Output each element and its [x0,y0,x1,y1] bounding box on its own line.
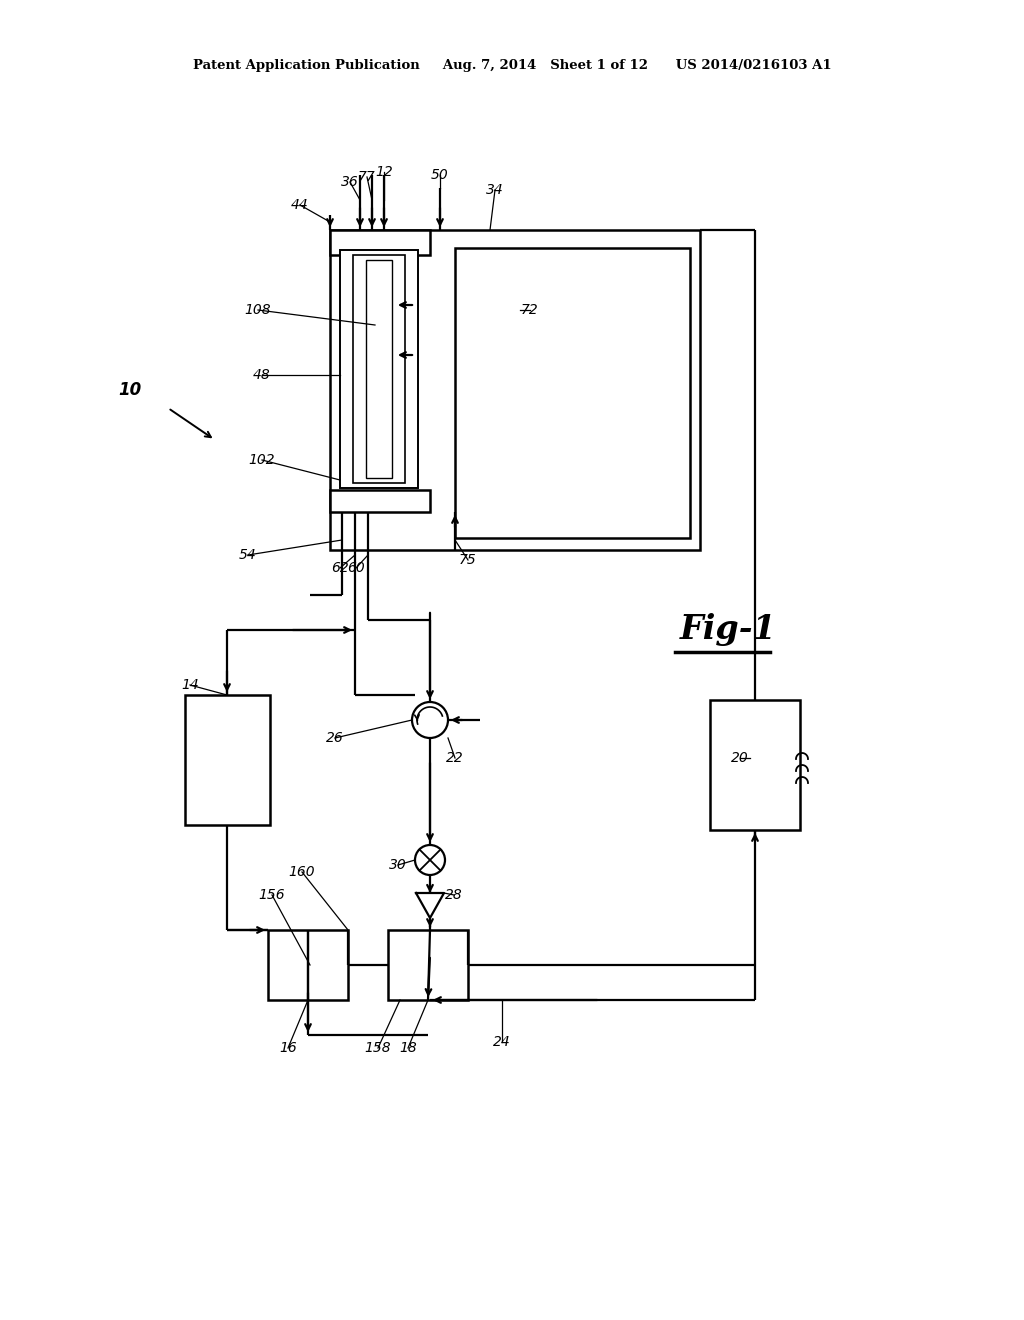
Text: 22: 22 [446,751,464,766]
Bar [388,931,468,1001]
Text: 156: 156 [259,888,286,902]
Text: 10: 10 [119,381,141,399]
Text: 54: 54 [240,548,257,562]
Bar [710,700,800,830]
Text: 30: 30 [389,858,407,873]
Text: 48: 48 [253,368,271,381]
Text: 24: 24 [494,1035,511,1049]
Text: 75: 75 [459,553,477,568]
Text: 20: 20 [731,751,749,766]
Bar [455,248,690,539]
Text: 160: 160 [289,865,315,879]
Text: 50: 50 [431,168,449,182]
Bar [185,696,270,825]
Text: 28: 28 [445,888,463,902]
Text: 34: 34 [486,183,504,197]
Bar [268,931,348,1001]
Text: 16: 16 [280,1041,297,1055]
Text: 62: 62 [331,561,349,576]
Text: 18: 18 [399,1041,417,1055]
Text: 60: 60 [347,561,365,576]
Text: 36: 36 [341,176,358,189]
Text: 102: 102 [249,453,275,467]
Text: 72: 72 [521,304,539,317]
Text: 14: 14 [181,678,199,692]
Bar [330,230,430,255]
Bar [353,255,406,483]
Text: 44: 44 [291,198,309,213]
Bar [366,260,392,478]
Text: 26: 26 [326,731,344,744]
Bar [330,490,430,512]
Text: 77: 77 [358,170,376,183]
Text: 12: 12 [375,165,393,180]
Text: Patent Application Publication     Aug. 7, 2014   Sheet 1 of 12      US 2014/021: Patent Application Publication Aug. 7, 2… [193,58,831,71]
Text: Fig-1: Fig-1 [680,614,777,647]
Text: 158: 158 [365,1041,391,1055]
Bar [340,249,418,488]
Bar [330,230,700,550]
Text: 108: 108 [245,304,271,317]
